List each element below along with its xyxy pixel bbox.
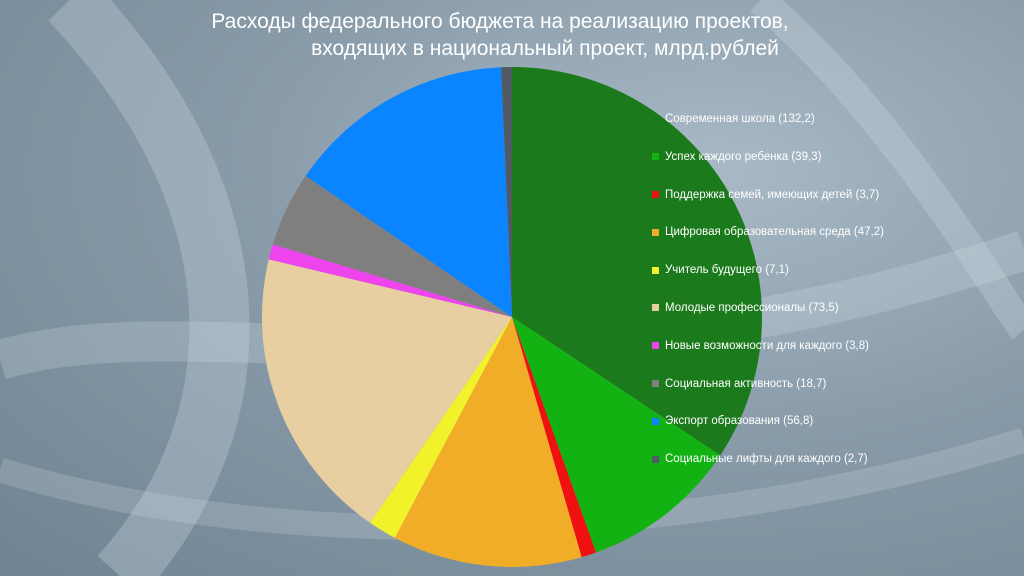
pie-slice-0 [512, 67, 762, 456]
pie-slice-4 [370, 317, 512, 538]
legend-label-0: Современная школа (132,2) [665, 113, 815, 125]
legend-swatch-6 [652, 342, 659, 350]
legend-label-8: Экспорт образования (56,8) [665, 415, 814, 428]
legend-swatch-1 [652, 153, 659, 161]
chart-title-line-2: входящих в национальный проект, млрд.руб… [311, 37, 779, 60]
legend-item-8: Экспорт образования (56,8) [652, 412, 884, 430]
pie-slice-5 [261, 259, 512, 523]
legend-item-5: Молодые профессионалы (73,5) [652, 299, 884, 317]
chart-title: Расходы федерального бюджета на реализац… [150, 8, 850, 62]
pie-slice-1 [512, 317, 721, 553]
pie-slice-2 [512, 317, 597, 558]
legend-swatch-2 [652, 191, 659, 199]
legend-swatch-5 [652, 304, 659, 312]
legend-item-7: Социальная активность (18,7) [652, 375, 884, 393]
legend-label-4: Учитель будущего (7,1) [665, 264, 789, 277]
legend-label-3: Цифровая образовательная среда (47,2) [665, 226, 884, 239]
legend-swatch-7 [652, 380, 659, 388]
chart-legend: Современная школа (132,2) Успех каждого р… [652, 110, 884, 488]
legend-label-2: Поддержка семей, имеющих детей (3,7) [665, 188, 880, 201]
legend-label-1: Успех каждого ребенка (39,3) [665, 150, 822, 163]
pie-slice-6 [268, 244, 512, 317]
legend-label-5: Молодые профессионалы (73,5) [665, 301, 839, 314]
legend-label-7: Социальная активность (18,7) [665, 377, 827, 390]
legend-label-6: Новые возможности для каждого (3,8) [665, 339, 869, 352]
pie-slice-9 [500, 67, 512, 317]
legend-item-9: Социальные лифты для каждого (2,7) [652, 450, 884, 468]
legend-swatch-8 [652, 417, 659, 425]
chart-title-line-1: Расходы федерального бюджета на реализац… [211, 10, 789, 33]
legend-item-1: Успех каждого ребенка (39,3) [652, 148, 884, 166]
pie-slice-7 [272, 175, 512, 317]
legend-swatch-3 [652, 228, 659, 236]
legend-item-6: Новые возможности для каждого (3,8) [652, 337, 884, 355]
legend-swatch-4 [652, 266, 659, 274]
legend-swatch-9 [652, 455, 659, 463]
legend-item-4: Учитель будущего (7,1) [652, 261, 884, 279]
legend-item-2: Поддержка семей, имеющих детей (3,7) [652, 186, 884, 204]
pie-slice-3 [394, 317, 582, 567]
legend-label-9: Социальные лифты для каждого (2,7) [665, 453, 868, 466]
legend-item-0: Современная школа (132,2) [652, 110, 884, 128]
pie-slice-8 [305, 67, 512, 318]
legend-item-3: Цифровая образовательная среда (47,2) [652, 223, 884, 241]
legend-swatch-0 [652, 115, 659, 123]
